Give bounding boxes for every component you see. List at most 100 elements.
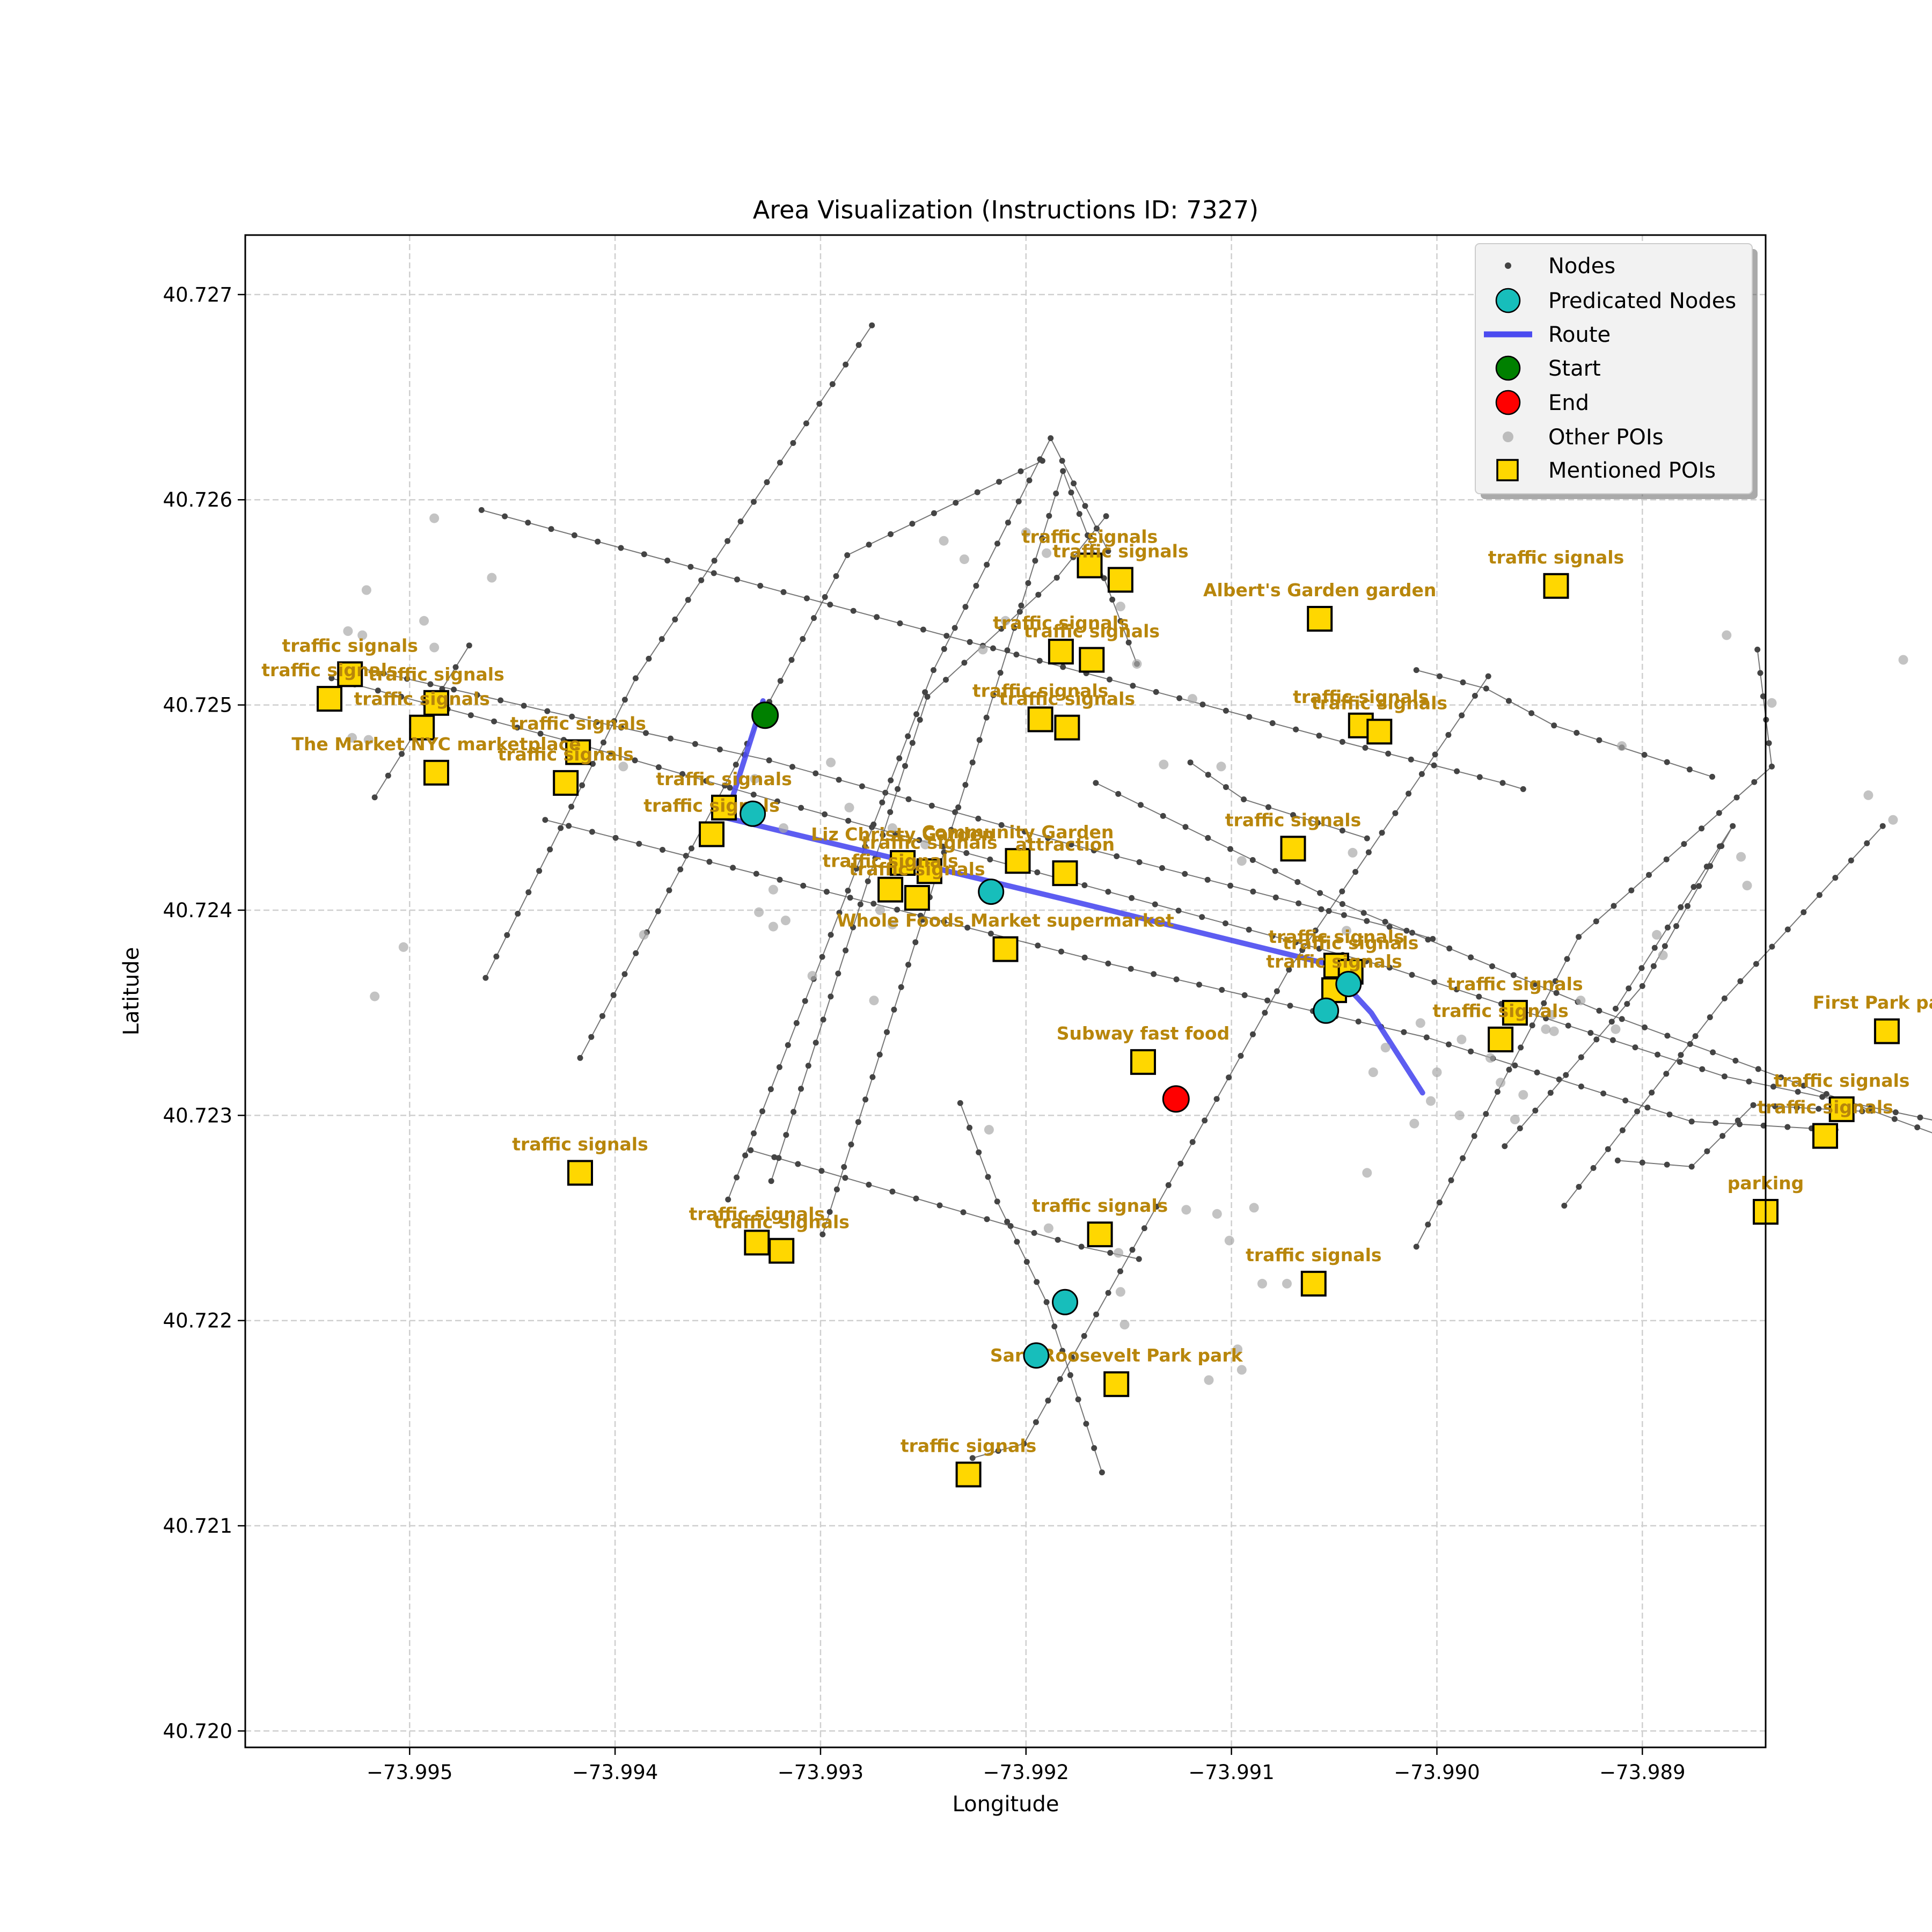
- predicated-node: [740, 800, 766, 827]
- other-poi: [639, 930, 649, 940]
- node: [1129, 895, 1135, 901]
- node: [976, 1149, 982, 1155]
- other-poi: [1454, 1110, 1465, 1121]
- node: [1609, 1037, 1616, 1043]
- mentioned-poi-label: traffic signals: [901, 1436, 1036, 1457]
- node: [646, 655, 652, 662]
- node: [1437, 673, 1443, 679]
- node: [1600, 1091, 1607, 1096]
- node: [1453, 986, 1460, 993]
- node: [548, 526, 554, 532]
- node: [1103, 513, 1109, 519]
- node: [1506, 1066, 1512, 1073]
- node: [1816, 1106, 1822, 1112]
- node: [1639, 1159, 1645, 1166]
- node: [827, 602, 833, 608]
- node: [618, 545, 624, 551]
- mentioned-poi-marker: [711, 794, 737, 821]
- node: [941, 646, 947, 652]
- node: [1563, 1072, 1569, 1078]
- mentioned-poi-label: traffic signals: [1032, 1195, 1168, 1216]
- node: [816, 400, 823, 407]
- node: [1832, 875, 1839, 881]
- node: [1587, 1030, 1594, 1036]
- node: [1312, 927, 1319, 934]
- legend-start-label: Start: [1548, 356, 1601, 381]
- node: [1360, 910, 1367, 916]
- node: [1721, 1073, 1728, 1080]
- node: [750, 792, 757, 798]
- node: [916, 837, 923, 843]
- node: [569, 713, 575, 720]
- other-poi: [487, 573, 497, 583]
- other-pois-layer: [343, 513, 1908, 1385]
- legend-box: [1475, 243, 1753, 494]
- mentioned-poi-label: traffic signals: [1266, 951, 1402, 972]
- mentioned-poi-marker: [890, 850, 916, 876]
- node: [1151, 971, 1157, 977]
- node: [751, 1130, 757, 1137]
- node: [1293, 939, 1299, 946]
- node: [898, 984, 904, 990]
- node: [1317, 890, 1323, 896]
- node: [862, 843, 868, 850]
- node: [870, 821, 877, 828]
- node: [835, 970, 841, 977]
- node: [1528, 710, 1535, 716]
- node: [788, 657, 795, 663]
- node: [855, 1119, 861, 1125]
- node: [687, 564, 694, 570]
- node: [1138, 802, 1144, 808]
- node: [941, 918, 947, 925]
- node: [866, 1182, 872, 1188]
- other-poi: [826, 757, 836, 767]
- other-poi: [1282, 1278, 1292, 1289]
- node: [913, 1195, 919, 1202]
- node: [1423, 1034, 1430, 1041]
- mentioned-poi-label: traffic signals: [993, 612, 1129, 633]
- other-poi: [768, 884, 778, 895]
- node: [1401, 1029, 1407, 1035]
- other-poi: [1457, 1034, 1467, 1044]
- node: [888, 777, 894, 784]
- node: [641, 551, 647, 558]
- node: [1109, 596, 1116, 603]
- node: [836, 910, 843, 916]
- node: [1386, 924, 1393, 930]
- node: [1021, 829, 1028, 835]
- node: [1219, 987, 1225, 993]
- node: [1755, 1066, 1761, 1072]
- predicated-node: [1052, 1289, 1078, 1315]
- node: [1848, 857, 1854, 863]
- node: [1642, 1024, 1648, 1030]
- mentioned-poi-label: traffic signals: [689, 1203, 825, 1224]
- node: [1223, 707, 1229, 714]
- node: [1611, 903, 1617, 909]
- other-poi: [1518, 1090, 1528, 1100]
- node: [1520, 786, 1526, 792]
- node: [1613, 1006, 1619, 1012]
- node: [1512, 1062, 1518, 1069]
- node: [1664, 1033, 1671, 1039]
- node: [1069, 1355, 1075, 1360]
- node: [848, 1141, 854, 1148]
- mentioned-poi-label: traffic signals: [656, 769, 792, 789]
- node: [588, 1034, 595, 1040]
- mentioned-poi-label: traffic signals: [861, 832, 997, 853]
- node: [795, 1161, 801, 1167]
- node: [776, 1064, 782, 1070]
- other-poi: [1043, 1223, 1053, 1233]
- node: [1205, 772, 1211, 778]
- node: [1688, 1118, 1695, 1125]
- node: [1753, 961, 1759, 967]
- node: [1532, 1107, 1539, 1114]
- node: [1750, 1102, 1757, 1108]
- node: [841, 1164, 847, 1170]
- node: [1105, 548, 1111, 554]
- mentioned-poi-label: traffic signals: [1246, 1245, 1381, 1265]
- node: [1241, 992, 1248, 998]
- node: [1446, 1041, 1452, 1048]
- node: [1532, 981, 1538, 987]
- node: [502, 513, 508, 519]
- node: [862, 1096, 869, 1103]
